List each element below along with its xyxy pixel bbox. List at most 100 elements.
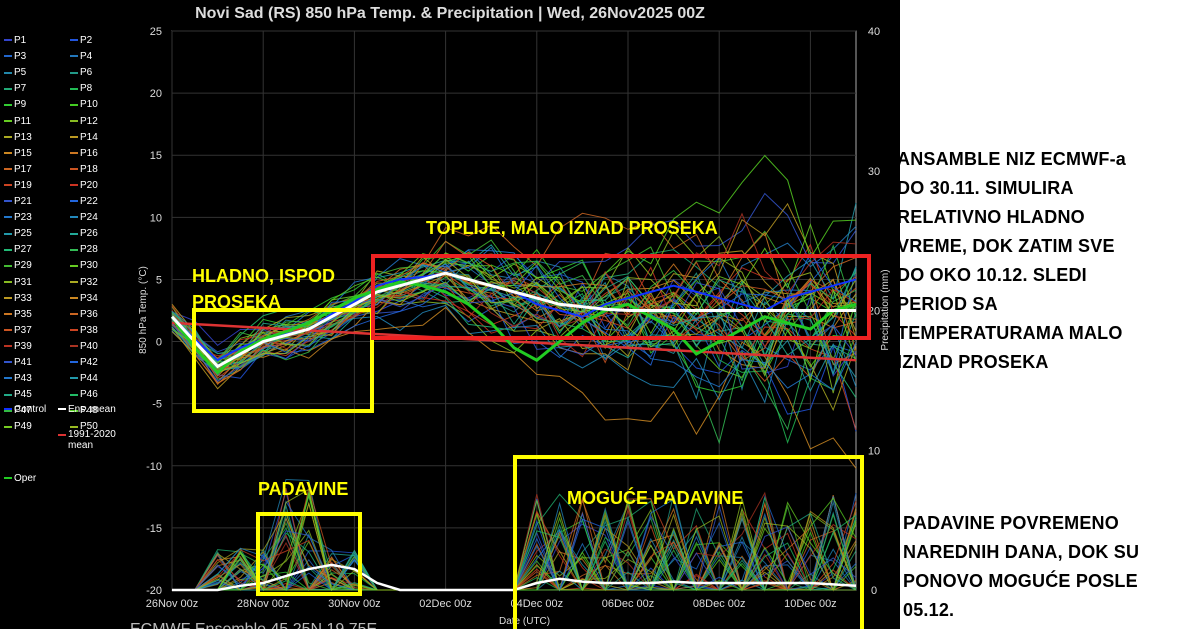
x-tick-label: 30Nov 00z (328, 598, 381, 610)
commentary-bottom: PADAVINE POVREMENO NAREDNIH DANA, DOK SU… (903, 509, 1139, 625)
legend-label: P42 (80, 357, 98, 368)
legend-item: Oper (4, 472, 36, 486)
legend-item: P25 (4, 227, 32, 241)
legend-item: P28 (70, 243, 98, 257)
legend-label: P40 (80, 340, 98, 352)
legend-item: 1991-2020 mean (58, 429, 138, 451)
commentary-top-line: ANSAMBLE NIZ ECMWF-a (897, 149, 1126, 169)
y2-tick-label: 40 (868, 26, 880, 38)
legend-swatch (4, 361, 12, 364)
legend-swatch (70, 425, 78, 428)
legend-item: P11 (4, 115, 31, 129)
legend-label: P12 (80, 115, 98, 127)
y2-tick-label: 30 (868, 166, 880, 178)
legend-item: P2 (70, 34, 92, 48)
legend-label: P32 (80, 276, 98, 288)
legend-swatch (58, 408, 66, 411)
y-tick-label: -10 (146, 461, 162, 473)
legend-label: P27 (14, 244, 32, 256)
legend-label: P13 (14, 131, 32, 143)
temp-line-p24 (171, 304, 857, 404)
legend-label: P45 (14, 389, 32, 401)
legend-label: P17 (14, 163, 32, 175)
legend-item: P9 (4, 98, 26, 112)
legend-item: P41 (4, 356, 32, 370)
legend-swatch (4, 184, 12, 187)
chart-title: Novi Sad (RS) 850 hPa Temp. & Precipitat… (195, 5, 705, 22)
legend-item: P22 (70, 195, 98, 209)
legend-swatch (4, 248, 12, 251)
y2-tick-label: 0 (871, 585, 877, 597)
legend-item: P6 (70, 66, 92, 80)
legend-item: P5 (4, 66, 26, 80)
annotation-precip: PADAVINE (258, 479, 349, 499)
legend-label: P30 (80, 260, 98, 272)
legend-label: P10 (80, 99, 98, 111)
legend-item: P29 (4, 259, 32, 273)
temp-line-p34 (171, 306, 857, 469)
legend-item: P30 (70, 259, 98, 273)
x-tick-label: 08Dec 00z (693, 598, 746, 610)
legend-item: P15 (4, 147, 32, 161)
legend-label: P21 (14, 196, 32, 207)
legend-swatch (70, 119, 78, 122)
legend-swatch (4, 71, 12, 74)
legend-label: P39 (14, 340, 32, 352)
y2-axis-label: Precipitation (mm) (880, 269, 891, 350)
legend-label: P28 (80, 244, 98, 256)
legend-swatch (58, 434, 66, 437)
legend-label: P43 (14, 373, 32, 385)
legend-label: P8 (80, 83, 93, 95)
legend-label: P23 (14, 212, 32, 224)
y-tick-label: 25 (150, 26, 162, 38)
box-warm-period (371, 254, 871, 340)
legend-label: P33 (14, 292, 32, 304)
legend-label: P34 (80, 292, 98, 304)
commentary-bottom-line: NAREDNIH DANA, DOK SU (903, 542, 1140, 562)
legend-label: P41 (14, 357, 32, 368)
legend-item: P18 (70, 163, 98, 177)
commentary-top: ANSAMBLE NIZ ECMWF-a DO 30.11. SIMULIRA … (897, 145, 1126, 377)
commentary-bottom-line: PONOVO MOGUĆE POSLE (903, 571, 1138, 591)
legend-label: P6 (80, 67, 93, 79)
legend-swatch (4, 296, 12, 299)
legend-swatch (4, 477, 12, 480)
temp-line-p30 (171, 223, 857, 373)
commentary-top-line: RELATIVNO HLADNO (897, 207, 1085, 227)
annotation-cold-line2: PROSEKA (192, 292, 282, 312)
legend-item: P12 (70, 115, 98, 129)
legend-item: P7 (4, 82, 26, 96)
legend-label: P44 (80, 373, 98, 385)
legend-item: P48 (70, 404, 98, 418)
legend-swatch (4, 39, 12, 42)
legend-label: P14 (80, 131, 98, 143)
chart-subtitle: ECMWF Ensemble 45.25N 19.75E (130, 621, 377, 629)
legend-label: P18 (80, 163, 98, 175)
legend-item: P8 (70, 82, 92, 96)
legend-swatch (70, 329, 78, 332)
legend-swatch (4, 425, 12, 428)
legend-swatch (4, 264, 12, 267)
legend-swatch (4, 329, 12, 332)
legend-swatch (4, 313, 12, 316)
legend-label: P2 (80, 35, 93, 46)
legend-item: P3 (4, 50, 26, 64)
legend-swatch (70, 168, 78, 171)
legend-item: P36 (70, 308, 98, 322)
commentary-bottom-line: PADAVINE POVREMENO (903, 513, 1119, 533)
temp-line-p32 (171, 256, 857, 361)
temp-line-p5 (171, 249, 857, 400)
legend-swatch (4, 216, 12, 219)
y-tick-label: -20 (146, 585, 162, 597)
legend-swatch (70, 200, 78, 203)
y-tick-label: -15 (146, 523, 162, 535)
y-tick-label: 0 (156, 337, 162, 349)
legend-swatch (4, 280, 12, 283)
legend-swatch (70, 39, 78, 42)
legend-swatch (4, 393, 12, 396)
legend-label: P9 (14, 99, 27, 111)
legend-label: Control (14, 404, 47, 415)
temp-line-p50 (171, 257, 857, 374)
legend-label: P50 (80, 421, 98, 433)
y-tick-label: -5 (152, 399, 162, 411)
